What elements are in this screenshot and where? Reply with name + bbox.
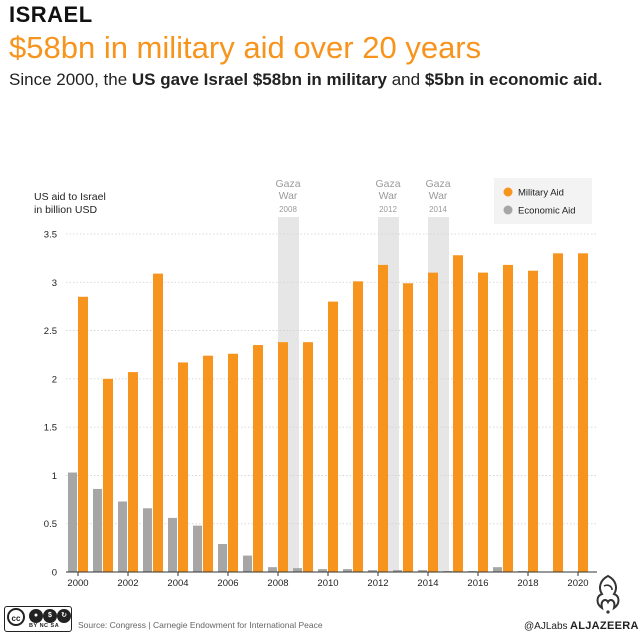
bar-military-2014 <box>428 272 438 572</box>
y-axis-label-line-1: US aid to Israel <box>34 191 106 203</box>
bar-economic-2004 <box>168 517 177 572</box>
bar-economic-2014 <box>418 570 427 572</box>
kicker-label: ISRAEL <box>9 2 93 27</box>
legend: Military Aid Economic Aid <box>494 178 592 224</box>
bar-military-2007 <box>253 345 263 572</box>
legend-label-economic: Economic Aid <box>518 206 576 217</box>
y-tick-label: 1 <box>52 471 57 482</box>
annotation-war-2008: War <box>279 190 298 202</box>
bar-military-2012 <box>378 264 388 572</box>
subtitle-part-1: Since 2000, the <box>9 70 132 89</box>
bar-military-2001 <box>103 378 113 572</box>
subtitle: Since 2000, the US gave Israel $58bn in … <box>9 70 602 90</box>
y-tick-label: 2.5 <box>44 326 57 337</box>
legend-marker-military <box>503 187 513 197</box>
creative-commons-badge: cc ● $ ↻ BY NC SA <box>4 606 72 632</box>
bar-military-2006 <box>228 353 238 572</box>
legend-box <box>494 178 592 224</box>
x-tick-label: 2020 <box>567 578 588 589</box>
annotation-gaza-2008: Gaza <box>275 178 300 190</box>
bar-economic-2008 <box>268 567 277 572</box>
bar-economic-2002 <box>118 501 127 572</box>
aid-bar-chart: 0 0.5 1 1.5 2 2.5 3 3.5 2000 2002 2004 2006 2008 201… <box>34 178 597 589</box>
bar-economic-2012 <box>368 570 377 572</box>
subtitle-part-4: $5bn in economic aid. <box>424 70 603 89</box>
by-icon: ● <box>29 609 43 623</box>
bar-military-2003 <box>153 273 163 572</box>
aljazeera-logo-icon <box>596 574 620 614</box>
bar-military-2011 <box>353 281 363 572</box>
annotation-year-2008: 2008 <box>279 205 297 214</box>
x-tick-label: 2016 <box>467 578 488 589</box>
y-tick-label: 0 <box>52 568 57 579</box>
bar-economic-2007 <box>243 555 252 572</box>
bar-military-2005 <box>203 355 213 572</box>
annotation-gaza-2014: Gaza <box>425 178 450 190</box>
y-tick-label: 3.5 <box>44 230 57 241</box>
x-tick-label: 2004 <box>167 578 188 589</box>
y-tick-label: 1.5 <box>44 423 57 434</box>
bar-economic-2009 <box>293 568 302 572</box>
y-axis-label-line-2: in billion USD <box>34 204 97 216</box>
x-tick-label: 2014 <box>417 578 438 589</box>
y-tick-label: 0.5 <box>44 519 57 530</box>
x-tick-label: 2018 <box>517 578 538 589</box>
bar-military-2002 <box>128 372 138 572</box>
bar-military-2008 <box>278 342 288 572</box>
page-title: $58bn in military aid over 20 years <box>9 30 482 65</box>
bar-economic-2013 <box>393 570 402 572</box>
bar-economic-2005 <box>193 525 202 572</box>
annotation-war-2012: War <box>379 190 398 202</box>
bar-military-2018 <box>528 270 538 572</box>
credit-handle: @AJLabs <box>524 621 568 632</box>
brand-name: ALJAZEERA <box>570 620 639 632</box>
annotation-year-2014: 2014 <box>429 205 447 214</box>
bar-military-2017 <box>503 264 513 572</box>
nc-icon: $ <box>43 609 57 623</box>
y-tick-label: 3 <box>52 278 57 289</box>
subtitle-part-3: and <box>387 70 425 89</box>
bar-economic-2006 <box>218 543 227 572</box>
bar-economic-2011 <box>343 569 352 572</box>
x-tick-label: 2006 <box>217 578 238 589</box>
x-tick-label: 2002 <box>117 578 138 589</box>
bar-military-2016 <box>478 272 488 572</box>
bar-economic-2000 <box>68 472 77 572</box>
x-tick-label: 2010 <box>317 578 338 589</box>
sa-icon: ↻ <box>57 609 71 623</box>
bar-military-2020 <box>578 253 588 573</box>
x-tick-label: 2000 <box>67 578 88 589</box>
source-note: Source: Congress | Carnegie Endowment fo… <box>78 620 323 630</box>
bar-military-2013 <box>403 283 413 572</box>
x-tick-label: 2008 <box>267 578 288 589</box>
annotation-year-2012: 2012 <box>379 205 397 214</box>
subtitle-part-2: US gave Israel $58bn in military <box>131 70 387 89</box>
legend-label-military: Military Aid <box>518 188 564 199</box>
bar-military-2010 <box>328 301 338 572</box>
bar-economic-2017 <box>493 567 502 572</box>
cc-terms: BY NC SA <box>29 623 60 629</box>
bar-military-2015 <box>453 255 463 572</box>
y-tick-label: 2 <box>52 374 57 385</box>
bar-military-2000 <box>78 296 88 572</box>
bar-economic-2003 <box>143 508 152 572</box>
bar-military-2004 <box>178 362 188 572</box>
annotation-war-2014: War <box>429 190 448 202</box>
annotation-gaza-2012: Gaza <box>375 178 400 190</box>
legend-marker-economic <box>503 205 513 215</box>
bar-economic-2010 <box>318 569 327 572</box>
bar-economic-2001 <box>93 488 102 572</box>
cc-icon: cc <box>7 608 25 626</box>
bar-military-2009 <box>303 342 313 572</box>
bar-military-2019 <box>553 253 563 573</box>
x-tick-label: 2012 <box>367 578 388 589</box>
